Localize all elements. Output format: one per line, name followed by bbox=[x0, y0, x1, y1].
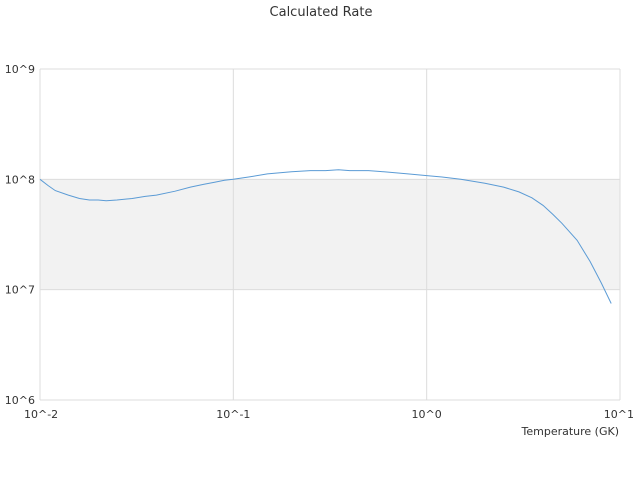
x-tick-label: 10^-1 bbox=[216, 408, 250, 421]
x-tick-label: 10^-2 bbox=[24, 408, 58, 421]
y-tick-label: 10^9 bbox=[5, 63, 35, 76]
shaded-band bbox=[40, 179, 620, 290]
y-tick-label: 10^6 bbox=[5, 394, 35, 407]
grid-layer bbox=[39, 68, 621, 401]
x-tick-label: 10^1 bbox=[604, 408, 634, 421]
x-tick-label: 10^0 bbox=[412, 408, 442, 421]
tick-layer: 10^6 10^7 10^8 10^9 10^-2 10^-1 10^0 10^1 bbox=[5, 63, 634, 421]
x-axis-label: Temperature (GK) bbox=[521, 425, 620, 438]
y-tick-label: 10^8 bbox=[5, 173, 35, 186]
band-layer bbox=[40, 179, 620, 290]
y-tick-label: 10^7 bbox=[5, 284, 35, 297]
series-line bbox=[39, 169, 612, 304]
series-layer bbox=[39, 169, 612, 304]
chart-title: Calculated Rate bbox=[270, 5, 373, 20]
